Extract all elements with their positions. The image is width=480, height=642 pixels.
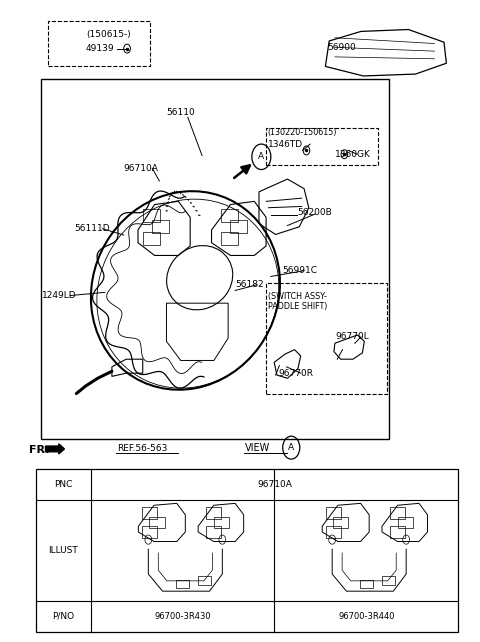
Text: A: A	[258, 152, 264, 161]
Bar	[149, 517, 165, 528]
Bar	[198, 577, 211, 585]
Bar	[325, 507, 341, 519]
Text: PADDLE SHIFT): PADDLE SHIFT)	[268, 302, 328, 311]
Text: 56182: 56182	[235, 279, 264, 289]
Bar	[390, 526, 405, 538]
Bar	[220, 209, 238, 221]
Bar	[333, 517, 348, 528]
Text: 96700-3R430: 96700-3R430	[154, 612, 211, 621]
Text: A: A	[288, 443, 294, 452]
FancyArrow shape	[46, 444, 64, 454]
Text: (150615-): (150615-)	[86, 30, 131, 39]
Text: 96770R: 96770R	[278, 369, 313, 377]
Text: 96710A: 96710A	[257, 480, 292, 489]
Text: 49139: 49139	[86, 44, 114, 53]
Text: 1249LD: 1249LD	[42, 291, 76, 300]
Bar	[206, 507, 221, 519]
Bar	[142, 507, 157, 519]
Text: 56200B: 56200B	[297, 208, 332, 217]
Text: 96770L: 96770L	[335, 333, 369, 342]
Bar	[142, 526, 157, 538]
Text: 1346TD: 1346TD	[267, 139, 303, 148]
Bar	[143, 209, 160, 221]
Text: 56111D: 56111D	[74, 224, 109, 233]
Text: VIEW: VIEW	[245, 443, 270, 453]
Text: 56900: 56900	[328, 43, 357, 52]
Text: PNC: PNC	[54, 480, 72, 489]
Text: FR.: FR.	[29, 444, 49, 455]
Bar	[382, 577, 395, 585]
Text: P/NO: P/NO	[52, 612, 74, 621]
Text: 56991C: 56991C	[283, 266, 318, 275]
Text: ILLUST: ILLUST	[48, 546, 78, 555]
Text: REF.56-563: REF.56-563	[117, 444, 167, 453]
Text: 1360GK: 1360GK	[335, 150, 371, 159]
Bar	[176, 580, 189, 589]
Bar	[390, 507, 405, 519]
Bar	[360, 580, 372, 589]
Bar	[230, 220, 247, 233]
Text: 56110: 56110	[167, 108, 195, 117]
Bar	[220, 232, 238, 245]
Text: 96700-3R440: 96700-3R440	[338, 612, 395, 621]
Bar	[397, 517, 413, 528]
Bar	[214, 517, 229, 528]
Text: 96710A: 96710A	[124, 164, 158, 173]
Bar	[325, 526, 341, 538]
Bar	[206, 526, 221, 538]
Bar	[143, 232, 160, 245]
Text: (SWITCH ASSY-: (SWITCH ASSY-	[268, 292, 327, 301]
Text: (130220-150615): (130220-150615)	[267, 128, 337, 137]
Bar	[152, 220, 169, 233]
